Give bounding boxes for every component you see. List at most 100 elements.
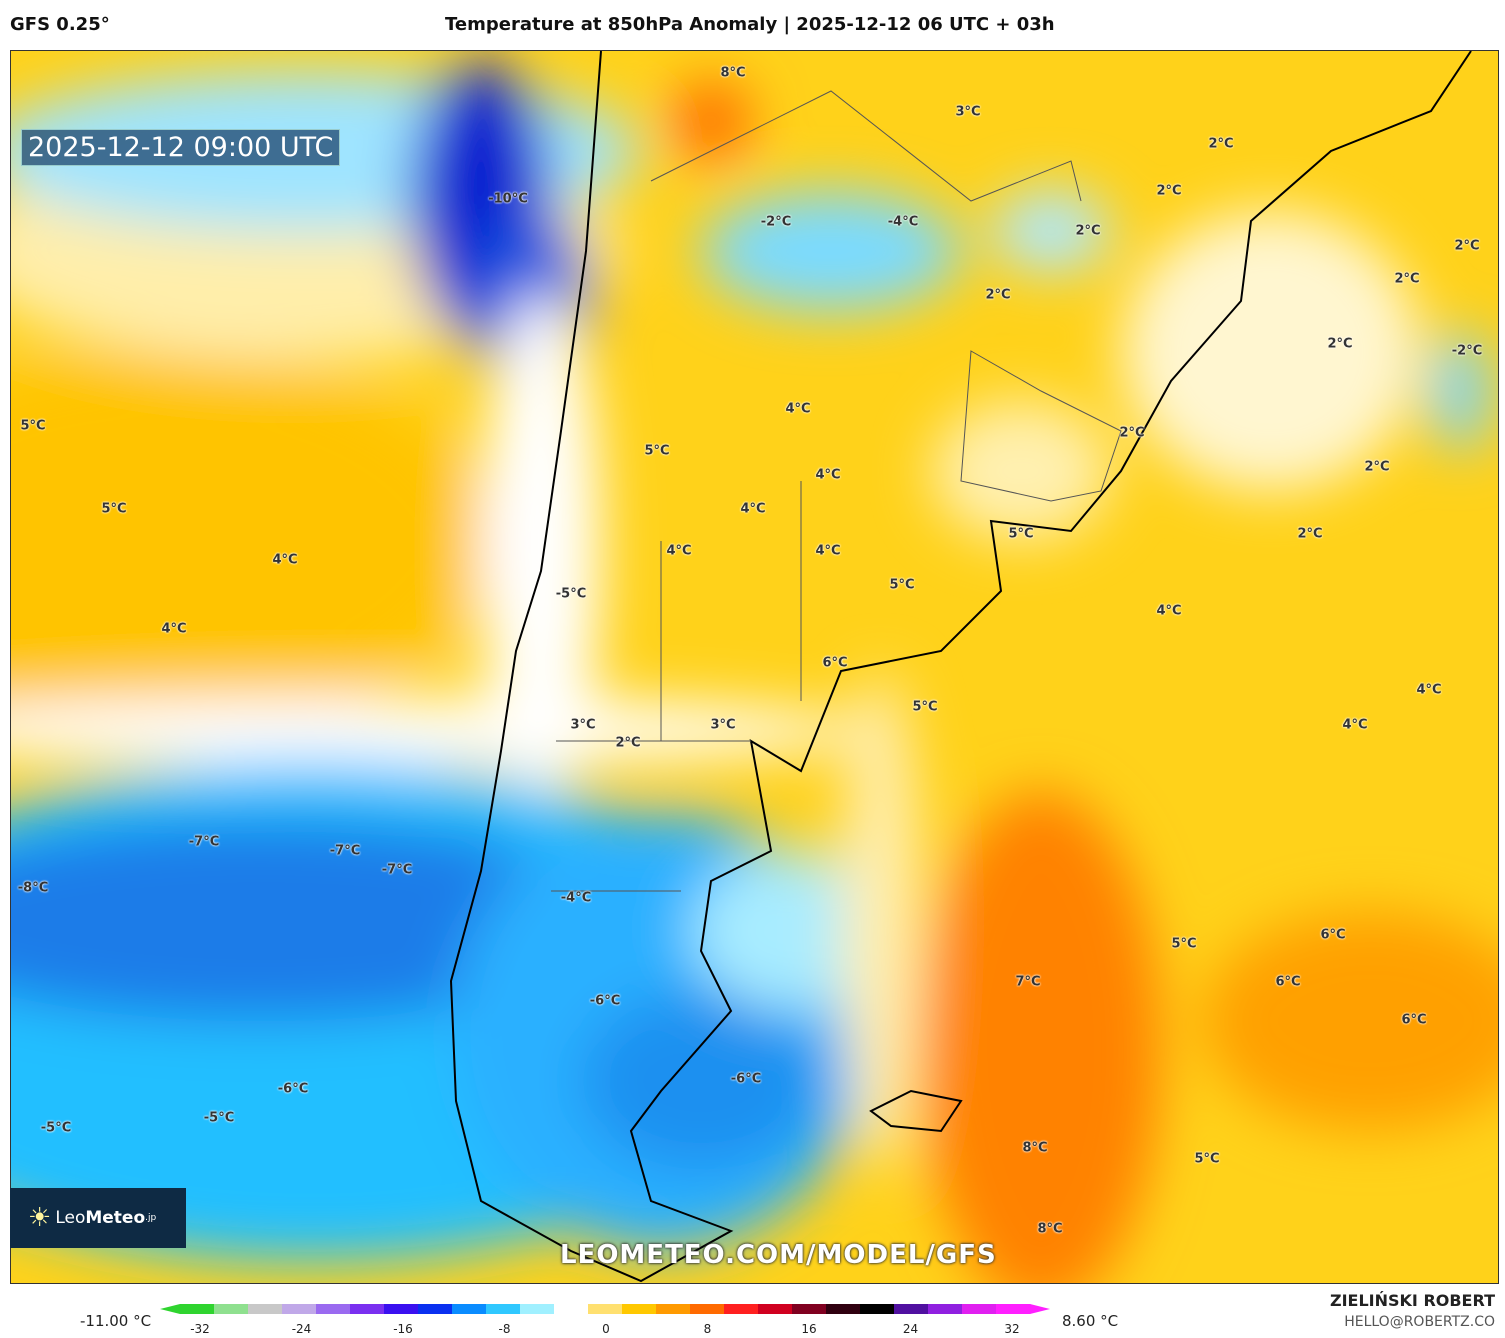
contour-label: 5°C: [1171, 936, 1197, 952]
colorbar: [160, 1304, 1050, 1314]
leometeo-logo[interactable]: ☀ Leo Meteo .jp: [10, 1188, 186, 1248]
contour-label: 2°C: [1208, 136, 1234, 152]
contour-label: 4°C: [740, 501, 766, 517]
contour-label: 6°C: [1275, 974, 1301, 990]
contour-label: -5°C: [203, 1110, 235, 1126]
colorbar-swatch: [520, 1304, 555, 1314]
contour-label: 2°C: [985, 287, 1011, 303]
contour-label: 4°C: [161, 621, 187, 637]
contour-label: -2°C: [1451, 343, 1483, 359]
logo-text-bold: Meteo: [85, 1208, 146, 1228]
contour-label: 5°C: [1008, 526, 1034, 542]
contour-label: 2°C: [1297, 526, 1323, 542]
contour-label: -5°C: [40, 1120, 72, 1136]
contour-label: 5°C: [20, 418, 46, 434]
contour-label: 3°C: [710, 717, 736, 733]
anomaly-map[interactable]: 8°C 3°C 2°C 2°C -10°C -2°C -4°C 2°C 2°C 2°C 2°C 2°C…: [10, 50, 1499, 1284]
colorbar-swatch: [316, 1304, 351, 1314]
contour-label: 5°C: [889, 577, 915, 593]
colorbar-swatch: [248, 1304, 283, 1314]
colorbar-swatch: [588, 1304, 623, 1314]
coastline: [449, 51, 1472, 1283]
contour-label: -6°C: [277, 1081, 309, 1097]
contour-label: 2°C: [1454, 238, 1480, 254]
contour-label: -6°C: [730, 1071, 762, 1087]
colorbar-swatch: [350, 1304, 385, 1314]
colorbar-swatch: [452, 1304, 487, 1314]
contour-label: 4°C: [666, 543, 692, 559]
colorbar-extend-arrow: [160, 1304, 180, 1314]
contour-label: 6°C: [1320, 927, 1346, 943]
colorbar-swatch: [180, 1304, 215, 1314]
contour-label: -4°C: [560, 890, 592, 906]
colorbar-max-label: 8.60 °C: [1062, 1312, 1119, 1330]
contour-label: -7°C: [381, 862, 413, 878]
colorbar-swatch: [996, 1304, 1031, 1314]
contour-label: -7°C: [188, 834, 220, 850]
contour-label: -10°C: [488, 191, 528, 207]
colorbar-swatch: [656, 1304, 691, 1314]
colorbar-swatch: [724, 1304, 759, 1314]
contour-label: 4°C: [1416, 682, 1442, 698]
map-title: Temperature at 850hPa Anomaly | 2025-12-…: [445, 14, 1055, 35]
contour-label: 2°C: [1394, 271, 1420, 287]
contour-label: 3°C: [570, 717, 596, 733]
colorbar-swatch: [962, 1304, 997, 1314]
author-email[interactable]: HELLO@ROBERTZ.CO: [1344, 1314, 1495, 1330]
contour-label: 6°C: [822, 655, 848, 671]
colorbar-swatch: [894, 1304, 929, 1314]
model-name: GFS 0.25°: [10, 14, 110, 35]
contour-label: -6°C: [589, 993, 621, 1009]
contour-label: 4°C: [1156, 603, 1182, 619]
colorbar-swatch: [690, 1304, 725, 1314]
contour-label: 2°C: [1327, 336, 1353, 352]
model-url-watermark: LEOMETEO.COM/MODEL/GFS: [560, 1240, 997, 1270]
contour-label: 4°C: [815, 467, 841, 483]
contour-label: 2°C: [1119, 425, 1145, 441]
contour-label: -7°C: [329, 843, 361, 859]
sun-icon: ☀: [28, 1203, 52, 1233]
author-name: ZIELIŃSKI ROBERT: [1329, 1291, 1495, 1310]
colorbar-swatch: [758, 1304, 793, 1314]
logo-suffix: .jp: [145, 1213, 157, 1223]
contour-label: 5°C: [912, 699, 938, 715]
contour-label: 2°C: [1156, 183, 1182, 199]
colorbar-swatch: [826, 1304, 861, 1314]
colorbar-swatch: [214, 1304, 249, 1314]
contour-label: -2°C: [760, 214, 792, 230]
colorbar-tick-label: -8: [498, 1322, 511, 1336]
colorbar-tick-label: 0: [602, 1322, 610, 1336]
colorbar-tick-label: 32: [1004, 1322, 1020, 1336]
colorbar-extend-arrow: [1030, 1304, 1050, 1314]
contour-label: 2°C: [1364, 459, 1390, 475]
contour-label: 3°C: [955, 104, 981, 120]
colorbar-swatch: [554, 1304, 589, 1314]
contour-label: -5°C: [555, 586, 587, 602]
colorbar-swatch: [622, 1304, 657, 1314]
colorbar-tick-label: 8: [703, 1322, 712, 1336]
contour-label: 4°C: [1342, 717, 1368, 733]
colorbar-tick-label: -16: [393, 1322, 413, 1336]
borders: [551, 90, 1122, 892]
colorbar-swatch: [418, 1304, 453, 1314]
contour-label: 5°C: [1194, 1151, 1220, 1167]
contour-label: 2°C: [615, 735, 641, 751]
contour-label: 2°C: [1075, 223, 1101, 239]
contour-label: 4°C: [815, 543, 841, 559]
contour-label: 8°C: [1022, 1140, 1048, 1156]
colorbar-min-label: -11.00 °C: [80, 1312, 152, 1330]
contour-label: 6°C: [1401, 1012, 1427, 1028]
colorbar-swatch: [860, 1304, 895, 1314]
contour-label: -8°C: [17, 880, 49, 896]
colorbar-swatch: [928, 1304, 963, 1314]
colorbar-swatch: [486, 1304, 521, 1314]
colorbar-swatch: [282, 1304, 317, 1314]
colorbar-tick-label: 16: [801, 1322, 817, 1336]
colorbar-tick-label: 24: [902, 1322, 919, 1336]
contour-label: 8°C: [1037, 1221, 1063, 1237]
contour-label: 8°C: [720, 65, 746, 81]
contour-label: 4°C: [272, 552, 298, 568]
logo-text-light: Leo: [55, 1208, 86, 1228]
contour-label: 7°C: [1015, 974, 1041, 990]
contour-label: 5°C: [644, 443, 670, 459]
